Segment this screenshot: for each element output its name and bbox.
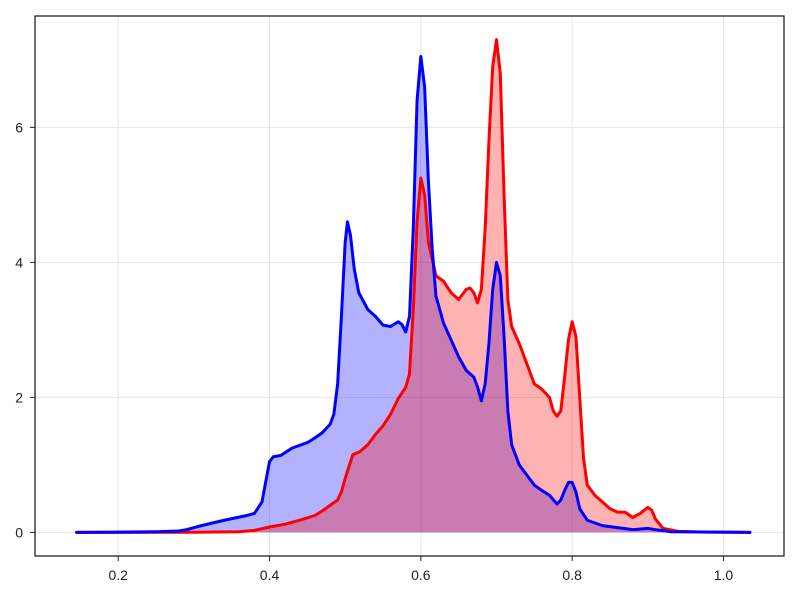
x-tick-label-3: 0.8	[562, 567, 582, 583]
y-tick-label-2: 4	[15, 254, 23, 270]
x-tick-label-1: 0.4	[260, 567, 280, 583]
x-tick-label-2: 0.6	[411, 567, 431, 583]
x-axis-ticks: 0.2 0.4 0.6 0.8 1.0	[108, 556, 733, 583]
series-1-line	[75, 38, 752, 534]
series-1-area	[76, 39, 750, 533]
series-0-line	[75, 55, 752, 534]
x-tick-label-0: 0.2	[108, 567, 128, 583]
y-tick-label-1: 2	[15, 389, 23, 405]
y-axis-ticks: 0 2 4 6	[15, 119, 35, 540]
y-tick-label-3: 6	[15, 119, 23, 135]
x-tick-label-4: 1.0	[714, 567, 734, 583]
y-tick-label-0: 0	[15, 524, 23, 540]
plot-frame	[34, 15, 785, 557]
series-lines	[75, 38, 752, 534]
grid-lines	[35, 16, 784, 556]
